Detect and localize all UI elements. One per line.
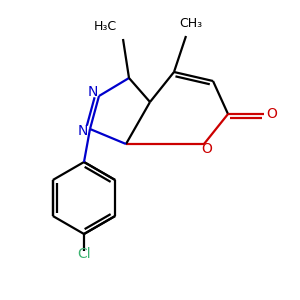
- Text: Cl: Cl: [77, 247, 91, 260]
- Text: H₃C: H₃C: [94, 20, 117, 33]
- Text: O: O: [266, 107, 277, 121]
- Text: CH₃: CH₃: [179, 17, 202, 30]
- Text: N: N: [77, 124, 88, 137]
- Text: O: O: [202, 142, 212, 156]
- Text: N: N: [87, 85, 98, 99]
